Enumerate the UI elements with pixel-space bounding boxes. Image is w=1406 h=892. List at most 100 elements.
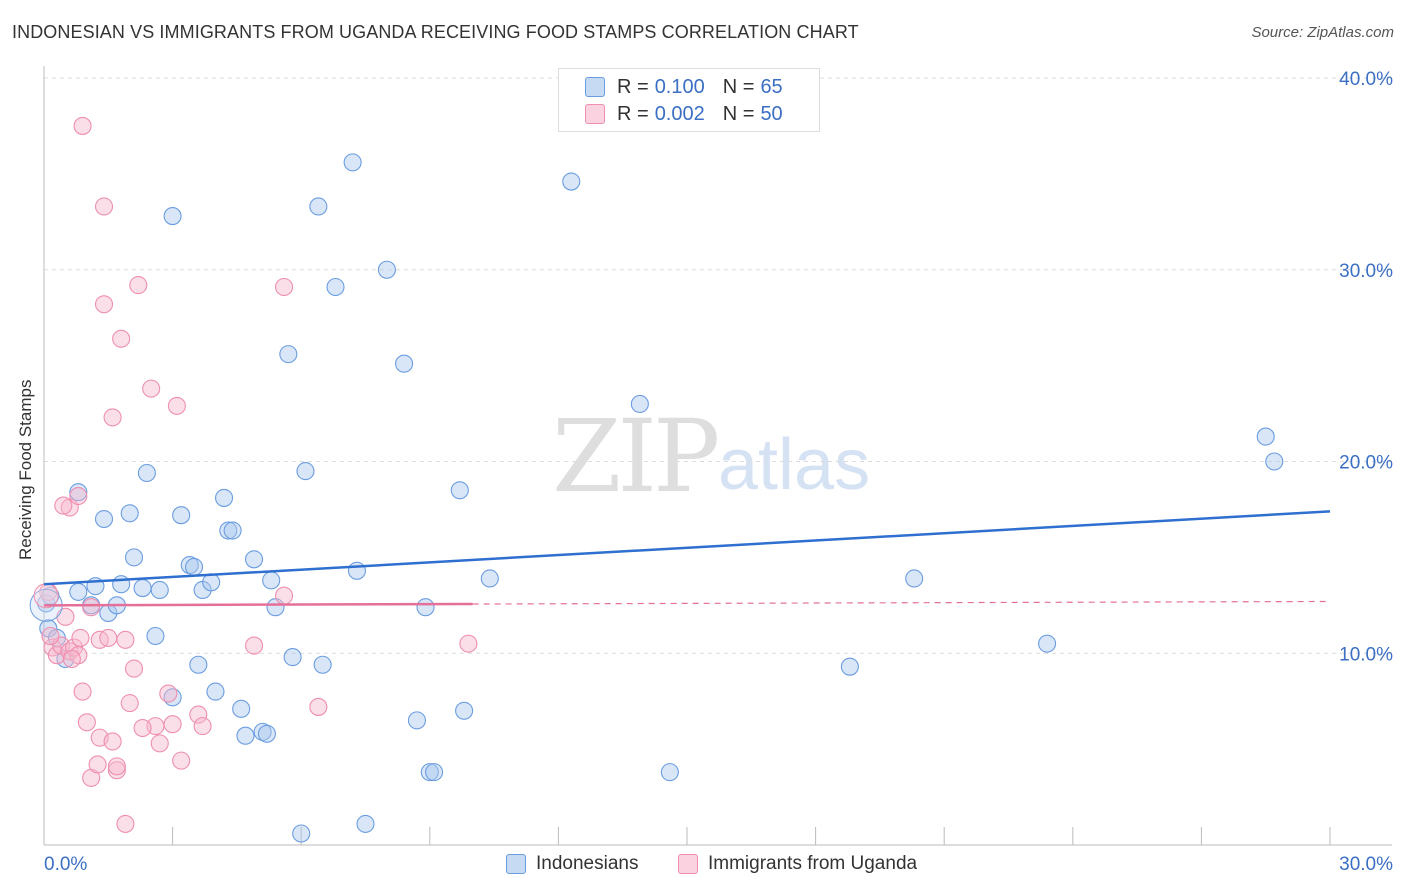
point-indonesians — [309, 197, 328, 216]
point-indonesians — [313, 655, 332, 674]
point-indonesians — [840, 657, 859, 676]
bottom-legend-uganda: Immigrants from Uganda — [678, 852, 917, 876]
legend-swatch-indonesians — [585, 77, 605, 97]
point-indonesians — [347, 561, 366, 580]
point-indonesians — [480, 569, 499, 588]
r-label: R = — [617, 102, 649, 125]
point-indonesians — [94, 509, 114, 529]
point-indonesians — [343, 153, 362, 172]
point-indonesians — [420, 763, 439, 782]
point-indonesians — [69, 582, 88, 601]
point-uganda — [77, 713, 96, 732]
trend-lines — [43, 510, 1331, 607]
point-uganda — [88, 755, 107, 774]
y-tick-label: 30.0% — [1339, 261, 1393, 282]
legend-row-uganda: R = 0.002 N = 50 — [585, 101, 783, 127]
point-uganda — [159, 684, 178, 703]
point-indonesians — [150, 580, 169, 600]
point-uganda — [116, 630, 135, 649]
point-indonesians — [283, 648, 302, 667]
bottom-legend-label: Indonesians — [536, 853, 639, 874]
point-uganda — [163, 715, 182, 734]
point-uganda — [167, 396, 186, 415]
trend-line-indonesians — [43, 510, 1331, 586]
point-uganda — [124, 659, 144, 678]
axes — [43, 66, 1392, 846]
point-uganda — [99, 628, 118, 647]
point-indonesians — [1038, 634, 1057, 653]
point-indonesians — [395, 354, 414, 373]
legend-row-indonesians: R = 0.100 N = 65 — [585, 74, 783, 100]
point-indonesians — [120, 504, 139, 523]
point-indonesians — [356, 814, 375, 833]
point-uganda — [150, 734, 169, 753]
bottom-legend-indonesians: Indonesians — [506, 852, 638, 876]
point-uganda — [54, 496, 73, 515]
point-indonesians — [407, 711, 426, 730]
point-indonesians — [1265, 452, 1284, 471]
point-indonesians — [146, 626, 165, 646]
trend-line-uganda — [43, 602, 473, 607]
point-uganda — [116, 814, 135, 833]
point-uganda — [133, 718, 152, 738]
source-label: Source: ZipAtlas.com — [1251, 24, 1394, 41]
y-tick-label: 10.0% — [1339, 644, 1393, 665]
bottom-swatch-indonesians — [506, 854, 526, 874]
point-uganda — [189, 705, 208, 724]
point-indonesians — [562, 172, 581, 191]
point-indonesians — [1256, 427, 1275, 446]
point-uganda — [71, 628, 90, 647]
point-indonesians — [172, 506, 191, 525]
y-tick-label: 20.0% — [1339, 453, 1393, 474]
watermark-atlas: atlas — [718, 425, 871, 505]
point-indonesians — [425, 763, 444, 782]
point-uganda — [107, 761, 126, 780]
bottom-legend-label: Immigrants from Uganda — [708, 853, 918, 874]
point-uganda — [62, 649, 81, 669]
point-indonesians — [184, 557, 204, 577]
point-indonesians — [377, 260, 396, 279]
point-uganda — [172, 751, 191, 770]
point-uganda — [107, 757, 126, 776]
point-indonesians — [202, 573, 221, 592]
n-label: N = — [722, 75, 755, 98]
grid-lines — [44, 77, 1392, 654]
x-tick-label: 0.0% — [44, 854, 87, 875]
point-uganda — [69, 486, 88, 506]
point-uganda — [129, 276, 148, 295]
point-indonesians — [69, 483, 88, 502]
point-uganda — [94, 197, 114, 216]
point-uganda — [142, 379, 161, 398]
point-uganda — [459, 634, 478, 653]
y-tick-label: 40.0% — [1339, 69, 1393, 90]
point-indonesians — [455, 701, 474, 720]
point-indonesians — [905, 569, 924, 588]
x-tick-label: 30.0% — [1339, 854, 1393, 875]
point-uganda — [41, 626, 60, 646]
tick-labels: 10.0% 20.0% 30.0% 40.0% 0.0% 30.0% — [44, 69, 1393, 875]
point-indonesians — [163, 207, 182, 226]
point-indonesians — [630, 394, 649, 414]
point-indonesians — [326, 277, 345, 297]
n-value: 65 — [760, 75, 783, 98]
data-points — [29, 116, 1284, 843]
watermark-zip: ZIP — [552, 398, 720, 515]
n-label: N = — [722, 102, 755, 125]
n-value: 50 — [760, 102, 783, 125]
point-indonesians — [244, 550, 264, 569]
point-uganda — [73, 682, 92, 701]
point-uganda — [275, 277, 294, 297]
point-indonesians — [189, 655, 208, 674]
point-indonesians — [292, 824, 311, 843]
correlation-legend: R = 0.100 N = 65 R = 0.002 N = 50 — [558, 68, 820, 132]
point-indonesians — [124, 548, 144, 567]
r-label: R = — [617, 75, 649, 98]
point-indonesians — [450, 481, 469, 500]
point-indonesians — [223, 521, 242, 540]
point-uganda — [73, 116, 92, 135]
point-uganda — [120, 694, 139, 713]
point-indonesians — [296, 462, 315, 481]
point-uganda — [193, 717, 212, 736]
point-indonesians — [133, 579, 152, 598]
